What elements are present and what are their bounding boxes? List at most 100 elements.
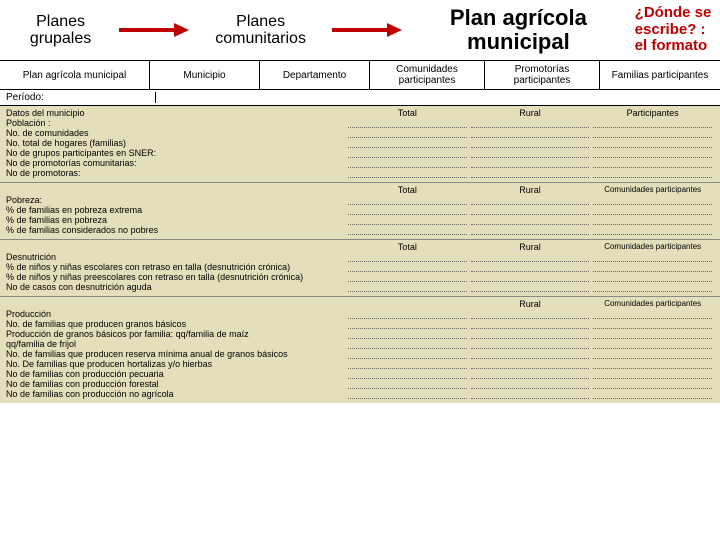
form-field[interactable]	[348, 148, 467, 158]
form-field[interactable]	[471, 369, 590, 379]
form-field[interactable]	[348, 262, 467, 272]
form-field[interactable]	[348, 329, 467, 339]
form-field[interactable]	[593, 252, 712, 262]
form-field[interactable]	[471, 349, 590, 359]
form-field[interactable]	[348, 272, 467, 282]
form-label: % de niños y niñas preescolares con retr…	[6, 272, 346, 282]
form-label: No. de familias que producen reserva mín…	[6, 349, 346, 359]
form-field[interactable]	[471, 282, 590, 292]
form-field[interactable]	[471, 359, 590, 369]
col-comunidades: Comunidades participantes	[370, 61, 485, 89]
subheader-row: Plan agrícola municipal Municipio Depart…	[0, 60, 720, 90]
form-field[interactable]	[471, 339, 590, 349]
box-plan-agricola: Plan agrícola municipal	[406, 4, 631, 56]
form-field[interactable]	[471, 215, 590, 225]
form-field[interactable]	[593, 389, 712, 399]
form-field[interactable]	[348, 205, 467, 215]
form-field[interactable]	[348, 225, 467, 235]
form-field[interactable]	[471, 148, 590, 158]
form-field[interactable]	[593, 379, 712, 389]
form-field[interactable]	[593, 195, 712, 205]
form-field[interactable]	[471, 379, 590, 389]
form-field[interactable]	[593, 128, 712, 138]
form-field[interactable]	[593, 168, 712, 178]
form-label: No de promotorías comunitarias:	[6, 158, 346, 168]
form-field[interactable]	[593, 138, 712, 148]
form-label: Desnutrición	[6, 252, 346, 262]
form-field[interactable]	[348, 128, 467, 138]
form-field[interactable]	[348, 309, 467, 319]
form-field[interactable]	[348, 389, 467, 399]
form-field[interactable]	[471, 158, 590, 168]
col-promotorias: Promotorías participantes	[485, 61, 600, 89]
form-field[interactable]	[348, 252, 467, 262]
form-label: No de familias con producción forestal	[6, 379, 346, 389]
form-field[interactable]	[348, 319, 467, 329]
form-field[interactable]	[348, 349, 467, 359]
form-field[interactable]	[593, 319, 712, 329]
form-body: Datos del municipio TotalRuralParticipan…	[0, 106, 720, 403]
form-field[interactable]	[348, 215, 467, 225]
form-field[interactable]	[593, 272, 712, 282]
form-label: % de familias en pobreza extrema	[6, 205, 346, 215]
section-datos: Datos del municipio TotalRuralParticipan…	[0, 106, 720, 183]
form-field[interactable]	[348, 359, 467, 369]
form-label: Producción de granos básicos por familia…	[6, 329, 346, 339]
arrow-icon	[332, 20, 402, 40]
box-planes-grupales: Planes grupales	[6, 11, 115, 50]
form-field[interactable]	[471, 195, 590, 205]
form-field[interactable]	[471, 225, 590, 235]
form-field[interactable]	[348, 339, 467, 349]
col-municipio: Municipio	[150, 61, 260, 89]
form-field[interactable]	[593, 215, 712, 225]
form-field[interactable]	[471, 262, 590, 272]
form-field[interactable]	[471, 168, 590, 178]
form-label: No de grupos participantes en SNER:	[6, 148, 346, 158]
form-label: No de familias con producción no agrícol…	[6, 389, 346, 399]
form-field[interactable]	[348, 379, 467, 389]
form-field[interactable]	[593, 359, 712, 369]
box-planes-comunitarios: Planes comunitarios	[193, 11, 328, 50]
form-field[interactable]	[593, 309, 712, 319]
form-field[interactable]	[593, 158, 712, 168]
form-field[interactable]	[471, 118, 590, 128]
form-label: No. total de hogares (familias)	[6, 138, 346, 148]
col-plan: Plan agrícola municipal	[0, 61, 150, 89]
s1-title: Datos del municipio	[6, 108, 346, 118]
form-field[interactable]	[593, 349, 712, 359]
form-field[interactable]	[471, 272, 590, 282]
form-field[interactable]	[471, 205, 590, 215]
form-field[interactable]	[471, 128, 590, 138]
form-field[interactable]	[471, 329, 590, 339]
form-field[interactable]	[348, 195, 467, 205]
form-label: No. De familias que producen hortalizas …	[6, 359, 346, 369]
form-field[interactable]	[471, 319, 590, 329]
col-departamento: Departamento	[260, 61, 370, 89]
form-label: No. de familias que producen granos bási…	[6, 319, 346, 329]
form-field[interactable]	[593, 148, 712, 158]
form-field[interactable]	[593, 225, 712, 235]
form-field[interactable]	[593, 205, 712, 215]
periodo-row: Período:	[0, 90, 720, 106]
form-field[interactable]	[348, 282, 467, 292]
form-field[interactable]	[348, 158, 467, 168]
form-field[interactable]	[348, 369, 467, 379]
form-field[interactable]	[348, 138, 467, 148]
form-label: Producción	[6, 309, 346, 319]
form-field[interactable]	[348, 168, 467, 178]
form-field[interactable]	[593, 118, 712, 128]
form-field[interactable]	[471, 252, 590, 262]
form-field[interactable]	[471, 138, 590, 148]
form-field[interactable]	[593, 329, 712, 339]
form-field[interactable]	[593, 262, 712, 272]
form-field[interactable]	[471, 309, 590, 319]
form-label: % de niños y niñas escolares con retraso…	[6, 262, 346, 272]
form-field[interactable]	[593, 339, 712, 349]
form-field[interactable]	[471, 389, 590, 399]
section-pobreza: TotalRuralComunidades participantes Pobr…	[0, 183, 720, 240]
form-label: No. de comunidades	[6, 128, 346, 138]
form-field[interactable]	[593, 369, 712, 379]
form-field[interactable]	[348, 118, 467, 128]
form-field[interactable]	[593, 282, 712, 292]
section-produccion: RuralComunidades participantes Producció…	[0, 297, 720, 403]
